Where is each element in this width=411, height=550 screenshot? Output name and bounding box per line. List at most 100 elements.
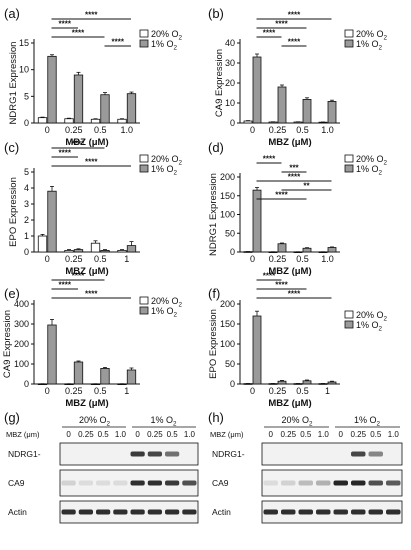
legend-swatch-1-o2: [344, 320, 354, 329]
x-tick-label: 0.25: [65, 254, 83, 264]
significance-label: ****: [263, 29, 276, 38]
bar-1-o2: [47, 55, 57, 124]
legend-swatch-20-o2: [344, 310, 354, 319]
legend-label-20-o2-subscript: 2: [179, 302, 183, 309]
significance-label: ****: [263, 272, 276, 281]
x-tick-label: 0.5: [296, 254, 309, 264]
bar-20-o2: [64, 118, 74, 124]
significance-label: ****: [59, 281, 72, 290]
x-tick-label: 0.5: [296, 125, 309, 135]
legend-label-20-o2-main: 20% O: [151, 296, 179, 306]
x-tick-label: 0.25: [65, 125, 83, 135]
bar-1-o2: [277, 86, 287, 124]
y-axis-label: NDRG1 Expression: [208, 173, 219, 256]
blot-band: [263, 480, 278, 486]
y-tick-label: 40: [225, 38, 235, 48]
y-tick-label: 0: [230, 379, 235, 389]
blot-band: [368, 451, 383, 457]
group-label-1-o2-subscript: 2: [173, 421, 177, 428]
bar-1-o2: [47, 324, 57, 385]
y-tick-label: 400: [14, 299, 29, 309]
legend-label-1-o2: 1% O2: [356, 39, 383, 52]
legend-label-1-o2-main: 1% O: [151, 306, 174, 316]
y-tick-label: 10: [19, 65, 29, 75]
y-tick-label: 0: [230, 247, 235, 257]
legend-swatch-20-o2: [139, 154, 149, 163]
significance-label: ****: [85, 290, 98, 299]
x-tick-label: 0.5: [94, 386, 107, 396]
legend-label-20-o2-subscript: 2: [384, 35, 388, 42]
dose-label: 0.25: [280, 430, 296, 439]
y-tick-label: 5: [24, 91, 29, 101]
significance-label: ****: [112, 38, 125, 47]
y-tick-label: 300: [14, 319, 29, 329]
blot-band: [130, 451, 145, 457]
blot-strip: [261, 500, 403, 524]
bar-1-o2: [100, 94, 110, 124]
blot-band: [298, 509, 313, 515]
panel-label: (f): [208, 286, 220, 301]
bar-1-o2: [327, 381, 337, 385]
bar-1-o2: [126, 369, 137, 385]
y-tick-label: 2: [24, 215, 29, 225]
blot-band: [333, 480, 348, 486]
blot-band: [298, 480, 313, 486]
blot-band: [147, 451, 162, 457]
x-tick-label: 1.0: [120, 125, 133, 135]
legend-label-1-o2-subscript: 2: [379, 45, 383, 52]
blot-band: [130, 480, 145, 486]
x-tick-label: 0.25: [269, 254, 287, 264]
group-label-1-o2-main: 1% O: [150, 415, 173, 425]
legend-swatch-1-o2: [139, 164, 149, 173]
bar-1-o2: [252, 315, 262, 385]
x-tick-label: 1: [325, 386, 330, 396]
bar-1-o2: [327, 247, 337, 253]
bar-20-o2: [90, 242, 101, 253]
blot-band: [182, 480, 197, 486]
blot-band: [96, 509, 111, 515]
legend-label-1-o2-main: 1% O: [356, 39, 379, 49]
x-tick-label: 1: [124, 254, 129, 264]
blot-row-label: NDRG1-: [8, 449, 41, 459]
significance-label: ****: [72, 29, 85, 38]
group-label-20-o2-main: 20% O: [79, 415, 107, 425]
blot-band: [165, 480, 180, 486]
significance-label: ****: [288, 173, 301, 182]
x-tick-label: 0: [45, 254, 50, 264]
legend-label-20-o2-subscript: 2: [384, 160, 388, 167]
y-tick-label: 15: [19, 38, 29, 48]
dose-label: 1.0: [318, 430, 330, 439]
group-label-20-o2-subscript: 2: [309, 421, 313, 428]
x-tick-label: 1.0: [321, 125, 334, 135]
mbz-label: MBZ (μm): [6, 430, 40, 439]
legend-label-1-o2-subscript: 2: [174, 45, 178, 52]
y-axis-label: EPO Expression: [208, 309, 219, 379]
panel-label: (a): [4, 6, 20, 21]
legend-label-20-o2-subscript: 2: [384, 316, 388, 323]
blot-band: [386, 480, 401, 486]
legend-label-1-o2: 1% O2: [356, 320, 383, 333]
legend-label-20-o2: 20% O2: [151, 296, 183, 309]
y-tick-label: 3: [24, 199, 29, 209]
blot-row-label: CA9: [8, 478, 25, 488]
legend-swatch-1-o2: [344, 39, 354, 48]
y-tick-label: 200: [14, 339, 29, 349]
group-label-20-o2-main: 20% O: [281, 415, 309, 425]
y-tick-label: 0: [24, 379, 29, 389]
significance-label: ****: [263, 155, 276, 164]
bar-20-o2: [117, 118, 127, 124]
x-tick-label: 0.5: [94, 254, 107, 264]
legend-label-20-o2-main: 20% O: [356, 154, 384, 164]
x-tick-label: 0: [250, 125, 255, 135]
blot-strip: [59, 500, 199, 524]
significance-label: ****: [288, 11, 301, 20]
bar-20-o2: [117, 249, 127, 253]
y-tick-label: 100: [220, 210, 235, 220]
dose-label: 0: [339, 430, 344, 439]
bar-1-o2: [100, 367, 110, 385]
y-axis-label: EPO Expression: [8, 177, 19, 247]
